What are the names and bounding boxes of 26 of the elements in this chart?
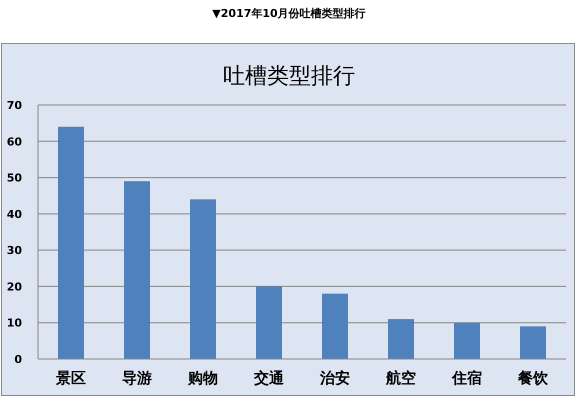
x-tick-label: 住宿 — [451, 369, 482, 387]
bar — [58, 126, 84, 359]
y-tick-label: 10 — [6, 316, 22, 330]
x-tick-label: 治安 — [319, 369, 350, 387]
x-tick-label: 购物 — [187, 369, 218, 387]
x-tick-label: 航空 — [385, 369, 416, 387]
bar — [520, 326, 546, 359]
y-tick-label: 20 — [6, 280, 22, 294]
x-tick-label: 导游 — [122, 369, 152, 387]
y-tick-label: 40 — [6, 208, 22, 221]
x-tick-label: 餐饮 — [517, 369, 549, 387]
y-tick-label: 0 — [14, 353, 22, 366]
text: ▼2017年10月份吐槽类型排行 — [212, 7, 366, 20]
y-tick-label: 50 — [6, 172, 22, 185]
y-tick-label: 30 — [6, 244, 22, 258]
bar — [454, 322, 480, 359]
bar — [322, 294, 348, 359]
y-tick-label: 70 — [6, 99, 22, 112]
bar — [190, 199, 216, 359]
x-tick-label: 景区 — [55, 369, 86, 387]
bar — [256, 286, 282, 359]
bar — [124, 181, 150, 359]
chart-title: 吐槽类型排行 — [223, 64, 355, 89]
y-tick-label: 60 — [6, 135, 22, 148]
bar — [388, 319, 414, 359]
x-tick-label: 交通 — [253, 369, 285, 387]
